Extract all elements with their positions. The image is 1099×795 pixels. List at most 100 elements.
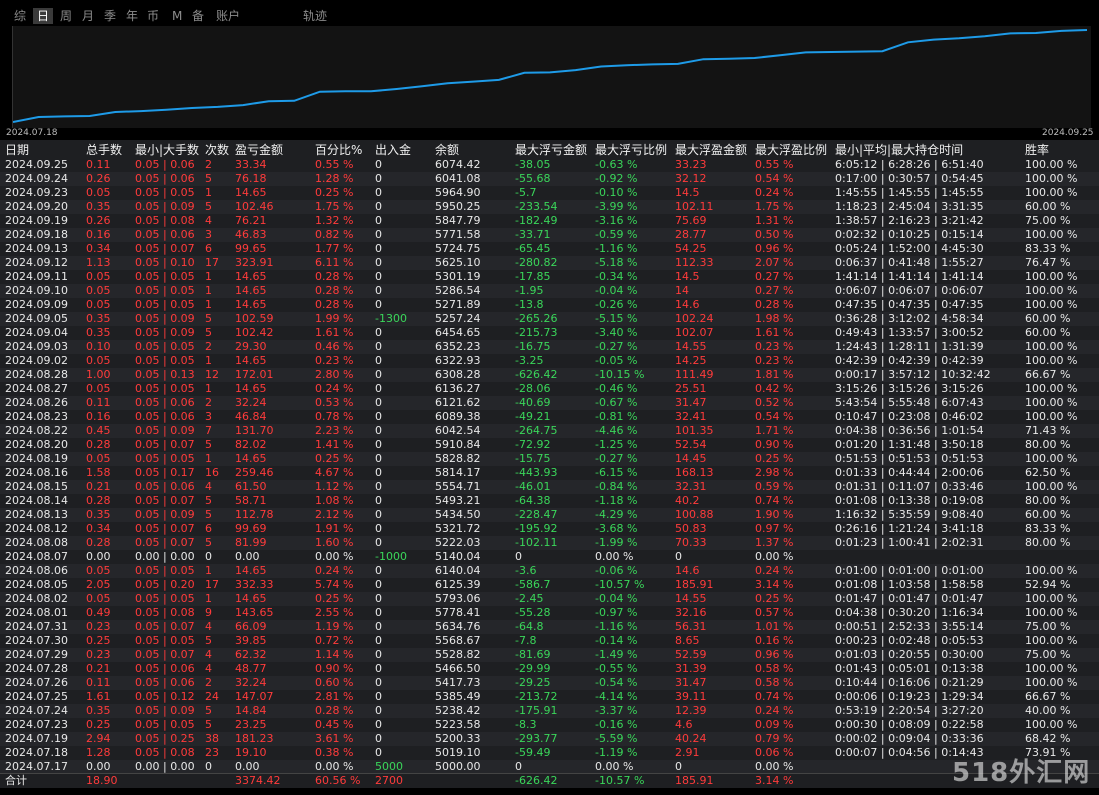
cell-min-max-lots: 0.05 | 0.09: [135, 326, 195, 339]
table-row[interactable]: 2024.09.12 1.13 0.05 | 0.10 17 323.91 6.11 % 0…: [0, 256, 1099, 270]
table-row[interactable]: 2024.09.13 0.34 0.05 | 0.07 6 99.65 1.77 % 0 57…: [0, 242, 1099, 256]
tab-quarterly[interactable]: 季: [104, 9, 117, 23]
cell-max-float-loss: -586.7: [515, 578, 551, 591]
table-row[interactable]: 2024.08.16 1.58 0.05 | 0.17 16 259.46 4.67 % 0…: [0, 466, 1099, 480]
table-row[interactable]: 2024.08.19 0.05 0.05 | 0.05 1 14.65 0.25 % 0 58…: [0, 452, 1099, 466]
cell-win-rate: 100.00 %: [1025, 228, 1078, 241]
cell-date: 2024.09.04: [5, 326, 68, 339]
header-win-rate[interactable]: 胜率: [1025, 143, 1050, 157]
cell-win-rate: 100.00 %: [1025, 340, 1078, 353]
cell-max-float-loss: -3.25: [515, 354, 544, 367]
table-row[interactable]: 2024.09.10 0.05 0.05 | 0.05 1 14.65 0.28 % 0 52…: [0, 284, 1099, 298]
header-deposit[interactable]: 出入金: [375, 143, 412, 157]
table-row[interactable]: 2024.08.26 0.11 0.05 | 0.06 2 32.24 0.53 % 0 61…: [0, 396, 1099, 410]
cell-max-float-loss: -33.71: [515, 228, 551, 241]
cell-win-rate: 75.00 %: [1025, 648, 1071, 661]
cell-max-float-profit: 32.41: [675, 410, 707, 423]
table-row[interactable]: 2024.09.02 0.05 0.05 | 0.05 1 14.65 0.23 % 0 63…: [0, 354, 1099, 368]
cell-min-max-lots: 0.05 | 0.17: [135, 466, 195, 479]
tab-summary[interactable]: 综: [14, 9, 27, 23]
table-row[interactable]: 2024.08.01 0.49 0.05 | 0.08 9 143.65 2.55 % 0 5…: [0, 606, 1099, 620]
table-row[interactable]: 2024.07.24 0.35 0.05 | 0.09 5 14.84 0.28 % 0 52…: [0, 704, 1099, 718]
table-row[interactable]: 2024.09.09 0.05 0.05 | 0.05 1 14.65 0.28 % 0 52…: [0, 298, 1099, 312]
header-min-max-lots[interactable]: 最小|大手数: [135, 143, 200, 157]
header-total-lots[interactable]: 总手数: [86, 143, 123, 157]
table-row[interactable]: 2024.08.27 0.05 0.05 | 0.05 1 14.65 0.24 % 0 61…: [0, 382, 1099, 396]
header-balance[interactable]: 余额: [435, 143, 460, 157]
table-row[interactable]: 2024.08.13 0.35 0.05 | 0.09 5 112.78 2.12 % 0 5…: [0, 508, 1099, 522]
tab-currency[interactable]: 币: [147, 9, 160, 23]
table-row[interactable]: 2024.08.28 1.00 0.05 | 0.13 12 172.01 2.80 % 0…: [0, 368, 1099, 382]
cell-date: 2024.07.23: [5, 718, 68, 731]
tab-account[interactable]: 账户: [216, 9, 241, 23]
header-max-float-profit[interactable]: 最大浮盈金额: [675, 143, 748, 157]
cell-count: 2: [205, 676, 212, 689]
table-row[interactable]: 2024.08.15 0.21 0.05 | 0.06 4 61.50 1.12 % 0 55…: [0, 480, 1099, 494]
table-row[interactable]: 2024.09.24 0.26 0.05 | 0.06 5 76.18 1.28 % 0 60…: [0, 172, 1099, 186]
table-row[interactable]: 2024.09.03 0.10 0.05 | 0.05 2 29.30 0.46 % 0 63…: [0, 340, 1099, 354]
table-row[interactable]: 2024.07.17 0.00 0.00 | 0.00 0 0.00 0.00 % 5000…: [0, 760, 1099, 774]
table-row[interactable]: 2024.09.20 0.35 0.05 | 0.09 5 102.46 1.75 % 0 5…: [0, 200, 1099, 214]
table-row[interactable]: 2024.08.06 0.05 0.05 | 0.05 1 14.65 0.24 % 0 61…: [0, 564, 1099, 578]
table-row[interactable]: 2024.07.31 0.23 0.05 | 0.07 4 66.09 1.19 % 0 56…: [0, 620, 1099, 634]
table-row[interactable]: 2024.09.18 0.16 0.05 | 0.06 3 46.83 0.82 % 0 57…: [0, 228, 1099, 242]
header-pct[interactable]: 百分比%: [315, 143, 363, 157]
cell-max-float-loss: -182.49: [515, 214, 558, 227]
tab-m[interactable]: M: [172, 9, 183, 23]
table-row[interactable]: 2024.09.04 0.35 0.05 | 0.09 5 102.42 1.61 % 0 6…: [0, 326, 1099, 340]
table-row[interactable]: 2024.07.29 0.23 0.05 | 0.07 4 62.32 1.14 % 0 55…: [0, 648, 1099, 662]
cell-hold-times: 0:01:33 | 0:44:44 | 2:00:06: [835, 466, 984, 479]
cell-total-lots: 0.05: [86, 186, 111, 199]
table-row[interactable]: 2024.07.25 1.61 0.05 | 0.12 24 147.07 2.81 % 0…: [0, 690, 1099, 704]
table-row[interactable]: 2024.07.26 0.11 0.05 | 0.06 2 32.24 0.60 % 0 54…: [0, 676, 1099, 690]
cell-date: 2024.09.18: [5, 228, 68, 241]
cell-max-float-loss: -293.77: [515, 732, 558, 745]
cell-count: 5: [205, 312, 212, 325]
table-row[interactable]: 2024.09.25 0.11 0.05 | 0.06 2 33.34 0.55 % 0 60…: [0, 158, 1099, 172]
cell-max-float-loss: -1.95: [515, 284, 544, 297]
table-row[interactable]: 2024.07.23 0.25 0.05 | 0.05 5 23.25 0.45 % 0 52…: [0, 718, 1099, 732]
cell-deposit: 0: [375, 228, 382, 241]
header-count[interactable]: 次数: [205, 143, 230, 157]
header-max-float-profit-pct[interactable]: 最大浮盈比例: [755, 143, 828, 157]
cell-date: 2024.08.12: [5, 522, 68, 535]
cell-max-float-loss-pct: -3.16 %: [595, 214, 638, 227]
header-pnl-amount[interactable]: 盈亏金额: [235, 143, 284, 157]
cell-balance: 5271.89: [435, 298, 481, 311]
table-row[interactable]: 2024.08.05 2.05 0.05 | 0.20 17 332.33 5.74 % 0…: [0, 578, 1099, 592]
cell-pnl-amount: 181.23: [235, 732, 274, 745]
table-row[interactable]: 2024.09.19 0.26 0.05 | 0.08 4 76.21 1.32 % 0 58…: [0, 214, 1099, 228]
table-row[interactable]: 2024.07.28 0.21 0.05 | 0.06 4 48.77 0.90 % 0 54…: [0, 662, 1099, 676]
table-row[interactable]: 2024.08.07 0.00 0.00 | 0.00 0 0.00 0.00 % -100…: [0, 550, 1099, 564]
tab-weekly[interactable]: 周: [60, 9, 73, 23]
cell-date: 2024.08.02: [5, 592, 68, 605]
table-row[interactable]: 2024.08.20 0.28 0.05 | 0.07 5 82.02 1.41 % 0 59…: [0, 438, 1099, 452]
watermark-logo: 518外汇网: [952, 758, 1091, 788]
table-row[interactable]: 2024.07.30 0.25 0.05 | 0.05 5 39.85 0.72 % 0 55…: [0, 634, 1099, 648]
cell-win-rate: 60.00 %: [1025, 326, 1071, 339]
table-row[interactable]: 2024.08.08 0.28 0.05 | 0.07 5 81.99 1.60 % 0 52…: [0, 536, 1099, 550]
header-max-float-loss-pct[interactable]: 最大浮亏比例: [595, 143, 668, 157]
table-row[interactable]: 2024.09.11 0.05 0.05 | 0.05 1 14.65 0.28 % 0 53…: [0, 270, 1099, 284]
cell-max-float-profit-pct: 0.52 %: [755, 396, 794, 409]
tab-yearly[interactable]: 年: [126, 9, 139, 23]
cell-pct: 0.55 %: [315, 158, 354, 171]
header-date[interactable]: 日期: [5, 143, 30, 157]
tab-monthly[interactable]: 月: [82, 9, 95, 23]
table-row[interactable]: 2024.08.22 0.45 0.05 | 0.09 7 131.70 2.23 % 0 6…: [0, 424, 1099, 438]
table-row[interactable]: 2024.08.12 0.34 0.05 | 0.07 6 99.69 1.91 % 0 53…: [0, 522, 1099, 536]
table-row[interactable]: 2024.08.14 0.28 0.05 | 0.07 5 58.71 1.08 % 0 54…: [0, 494, 1099, 508]
cell-count: 2: [205, 340, 212, 353]
tab-trajectory[interactable]: 轨迹: [303, 9, 328, 23]
table-row[interactable]: 2024.09.23 0.05 0.05 | 0.05 1 14.65 0.25 % 0 59…: [0, 186, 1099, 200]
header-hold-times[interactable]: 最小|平均|最大持仓时间: [835, 143, 964, 157]
table-row[interactable]: 2024.08.23 0.16 0.05 | 0.06 3 46.84 0.78 % 0 60…: [0, 410, 1099, 424]
table-row[interactable]: 2024.07.18 1.28 0.05 | 0.08 23 19.10 0.38 % 0 5…: [0, 746, 1099, 760]
cell-pct: 1.14 %: [315, 648, 354, 661]
table-row[interactable]: 2024.09.05 0.35 0.05 | 0.09 5 102.59 1.99 % -1…: [0, 312, 1099, 326]
table-row[interactable]: 2024.08.02 0.05 0.05 | 0.05 1 14.65 0.25 % 0 57…: [0, 592, 1099, 606]
table-row[interactable]: 2024.07.19 2.94 0.05 | 0.25 38 181.23 3.61 % 0…: [0, 732, 1099, 746]
tab-notes[interactable]: 备: [192, 9, 205, 23]
header-max-float-loss[interactable]: 最大浮亏金额: [515, 143, 588, 157]
tab-daily[interactable]: 日: [33, 8, 54, 24]
